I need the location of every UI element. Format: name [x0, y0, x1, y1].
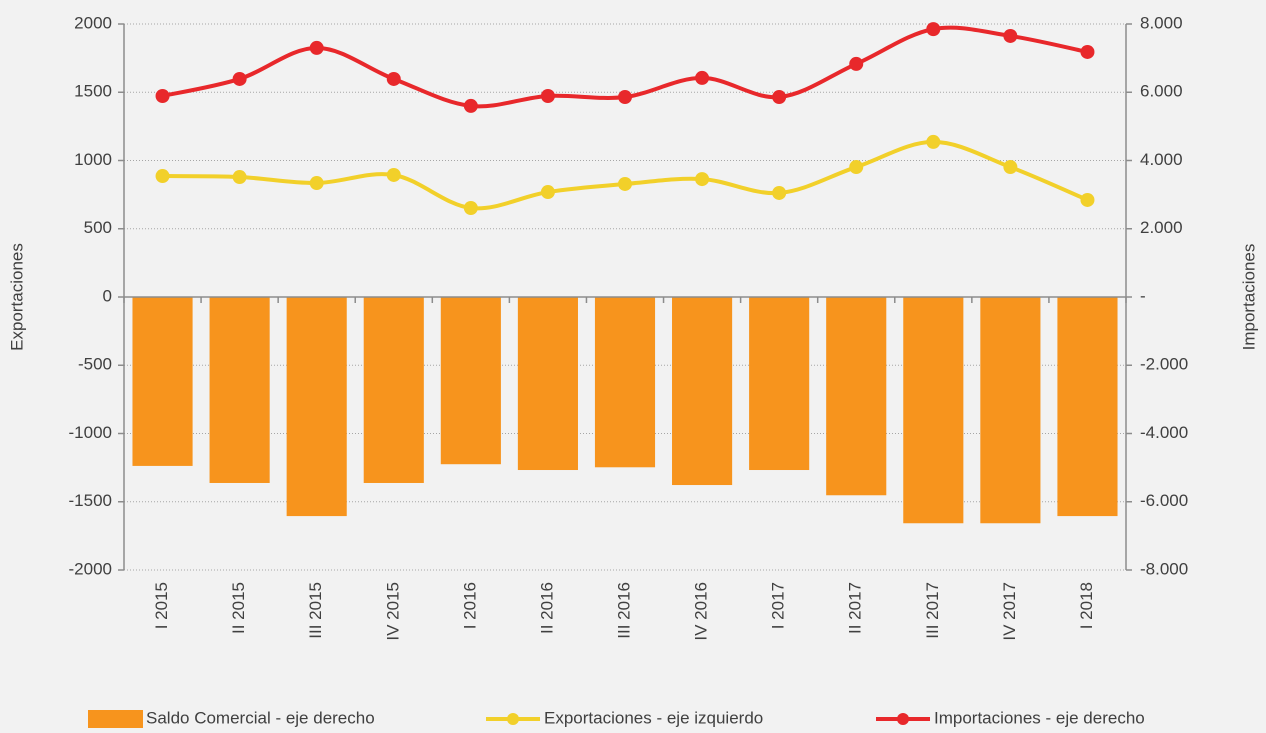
- point: [309, 40, 324, 55]
- y-tick-label: -2000: [69, 559, 112, 578]
- bar: [363, 297, 424, 483]
- point: [926, 134, 941, 149]
- point: [1080, 192, 1095, 207]
- point: [618, 176, 632, 191]
- y-tick-label: 1000: [74, 150, 112, 169]
- y2-tick-label: -4.000: [1140, 423, 1188, 442]
- point: [540, 185, 555, 200]
- point: [849, 56, 864, 71]
- x-tick-label: I 2016: [460, 582, 479, 629]
- y2-tick-label: 4.000: [1140, 150, 1183, 169]
- legend-marker: [507, 713, 519, 725]
- bar: [903, 297, 964, 524]
- x-tick-label: IV 2015: [383, 582, 402, 641]
- bar: [826, 297, 887, 496]
- point: [463, 201, 478, 216]
- point: [1003, 160, 1018, 175]
- bar: [594, 297, 656, 468]
- y-tick-label: 0: [103, 286, 112, 305]
- y-tick-label: -500: [78, 355, 112, 374]
- line: [162, 139, 1089, 211]
- legend-label: Importaciones - eje derecho: [934, 708, 1145, 727]
- y2-tick-label: 2.000: [1140, 218, 1183, 237]
- point: [386, 167, 401, 182]
- legend-swatch: [88, 710, 143, 728]
- point: [772, 90, 787, 105]
- legend-marker: [897, 713, 909, 725]
- point: [386, 71, 401, 86]
- point: [849, 160, 864, 175]
- point: [155, 89, 170, 104]
- x-tick-label: IV 2016: [692, 582, 711, 641]
- x-tick-label: II 2015: [229, 582, 248, 634]
- point: [618, 90, 632, 105]
- bar: [517, 297, 578, 471]
- legend-label: Saldo Comercial - eje derecho: [146, 708, 375, 727]
- bar: [440, 297, 501, 465]
- y2-tick-label: -2.000: [1140, 355, 1188, 374]
- y2-tick-label: -6.000: [1140, 491, 1188, 510]
- point: [695, 70, 710, 85]
- bar: [209, 297, 270, 483]
- y2-tick-label: -8.000: [1140, 559, 1188, 578]
- y2-axis-title: Importaciones: [1239, 244, 1258, 351]
- y2-tick-label: 6.000: [1140, 82, 1183, 101]
- x-tick-label: I 2018: [1077, 582, 1096, 629]
- x-tick-label: I 2017: [769, 582, 788, 629]
- point: [772, 185, 787, 200]
- bar: [749, 297, 810, 471]
- bar: [132, 297, 193, 466]
- x-tick-label: IV 2017: [1000, 582, 1019, 641]
- x-tick-label: III 2015: [306, 582, 325, 639]
- point: [232, 170, 247, 185]
- y-tick-label: 500: [84, 218, 112, 237]
- y-tick-label: -1500: [69, 491, 112, 510]
- y-tick-label: 1500: [74, 82, 112, 101]
- x-tick-label: II 2017: [846, 582, 865, 634]
- legend-label: Exportaciones - eje izquierdo: [544, 708, 763, 727]
- y2-tick-label: 8.000: [1140, 13, 1183, 32]
- y-axis-title: Exportaciones: [7, 243, 26, 351]
- bar: [1057, 297, 1118, 517]
- point: [463, 98, 478, 113]
- point: [695, 172, 710, 187]
- y-tick-label: -1000: [69, 423, 112, 442]
- point: [155, 169, 170, 184]
- x-tick-label: I 2015: [152, 582, 171, 629]
- y-tick-label: 2000: [74, 13, 112, 32]
- bar: [286, 297, 347, 517]
- point: [1080, 44, 1095, 59]
- point: [1003, 28, 1018, 43]
- x-tick-label: III 2016: [614, 582, 633, 639]
- point: [540, 89, 555, 104]
- point: [926, 22, 941, 37]
- point: [232, 71, 247, 86]
- x-tick-label: II 2016: [537, 582, 556, 634]
- x-tick-label: III 2017: [923, 582, 942, 639]
- bar: [672, 297, 733, 486]
- point: [309, 176, 324, 191]
- y2-tick-label: -: [1140, 286, 1146, 305]
- bar: [980, 297, 1041, 524]
